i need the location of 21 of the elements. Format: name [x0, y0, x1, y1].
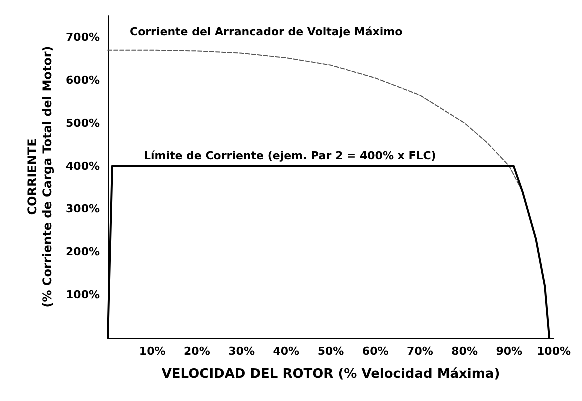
x-tick-label: 30%: [228, 345, 255, 358]
x-tick-label: 70%: [407, 345, 434, 358]
x-tick-label: 40%: [273, 345, 300, 358]
x-tick-label: 20%: [184, 345, 210, 358]
y-axis-title: CORRIENTE (% Corriente de Carga Total del Motor): [26, 46, 55, 308]
x-tick-label: 10%: [139, 345, 166, 358]
y-tick-label: 400%: [66, 160, 100, 173]
annotation: Límite de Corriente (ejem. Par 2 = 400% x FLC): [144, 150, 436, 162]
y-tick-label: 100%: [66, 288, 100, 302]
annotation: Corriente del Arrancador de Voltaje Máximo: [130, 26, 404, 38]
y-tick-label: 600%: [66, 74, 100, 87]
x-tick-label: 50%: [318, 345, 344, 358]
x-tick-label: 60%: [362, 345, 389, 358]
y-tick-label: 700%: [66, 30, 100, 44]
x-tick-label: 90%: [496, 345, 523, 358]
x-axis-title: VELOCIDAD DEL ROTOR (% Velocidad Máxima): [162, 367, 500, 382]
x-tick-label: 80%: [452, 345, 478, 358]
y-tick-label: 200%: [66, 246, 100, 259]
y-tick-label: 500%: [66, 116, 100, 130]
x-tick-label: 100%: [537, 345, 571, 358]
y-tick-label: 300%: [66, 202, 100, 216]
